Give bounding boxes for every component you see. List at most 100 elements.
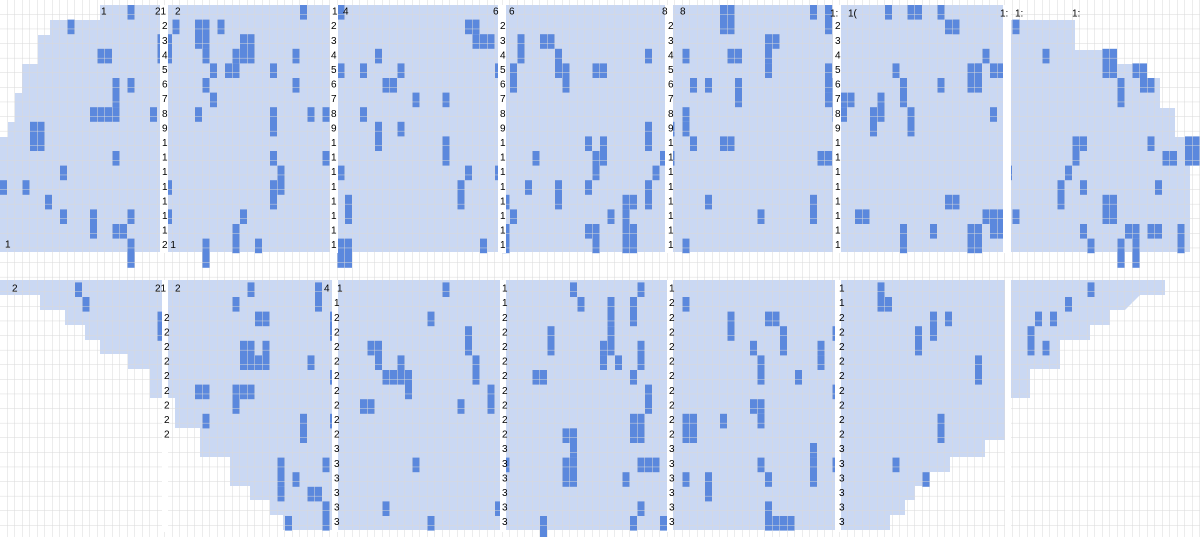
row-label: 5	[835, 65, 841, 76]
row-label: 3	[162, 36, 168, 47]
gap	[833, 5, 841, 253]
row-label: 3	[334, 473, 340, 484]
row-label: 2	[164, 357, 170, 368]
row-label: 6	[162, 80, 168, 91]
row-label: 2	[839, 371, 845, 382]
row-label: 6	[835, 80, 841, 91]
header-label: 21	[155, 284, 167, 295]
row-label: 1	[835, 226, 841, 237]
row-label: 2	[334, 357, 340, 368]
gap	[332, 280, 338, 532]
row-label: 1	[839, 284, 845, 295]
row-label: 9	[162, 123, 168, 134]
row-label: 1	[500, 226, 506, 237]
row-label: 1	[835, 138, 841, 149]
row-label: 1	[331, 167, 337, 178]
gap	[160, 5, 168, 253]
row-label: 2	[331, 21, 337, 32]
row-label: 1	[668, 196, 674, 207]
row-label: 1	[331, 226, 337, 237]
header-label: 1:	[1015, 9, 1023, 20]
row-label: 7	[331, 94, 337, 105]
row-label: 1	[162, 167, 168, 178]
row-label: 2	[164, 430, 170, 441]
row-label: 3	[502, 503, 508, 514]
row-label: 2	[502, 400, 508, 411]
labels: 1 21 2 1 4 6 6 8 8 1: 1(1: 1: 1:12 21 2 4 12345678911111…	[5, 7, 1080, 529]
row-label: 8	[162, 109, 168, 120]
header-label: 2	[12, 284, 18, 295]
row-label: 1	[162, 138, 168, 149]
row-label: 2	[502, 430, 508, 441]
row-label: 1	[668, 138, 674, 149]
row-label: 3	[839, 517, 845, 528]
row-label: 7	[835, 94, 841, 105]
row-label: 3	[669, 444, 675, 455]
row-label: 3	[502, 444, 508, 455]
row-label: 1	[668, 153, 674, 164]
header-label: 1:	[1000, 9, 1008, 20]
row-label: 9	[500, 123, 506, 134]
header-label: 4	[343, 7, 349, 18]
header-label: 1(	[848, 9, 858, 20]
row-label: 5	[500, 65, 506, 76]
gap	[162, 280, 168, 532]
header-label: 6	[493, 7, 499, 18]
row-label: 1	[500, 138, 506, 149]
header-label: 1	[332, 7, 338, 18]
row-label: 1	[331, 153, 337, 164]
gap	[1003, 5, 1011, 253]
row-label: 7	[500, 94, 506, 105]
row-label: 1	[835, 153, 841, 164]
row-label: 2	[334, 327, 340, 338]
header-label: 8	[680, 7, 686, 18]
header-label: 21	[155, 7, 167, 18]
row-label: 1	[669, 284, 675, 295]
row-label: 1	[331, 196, 337, 207]
row-label: 1	[835, 196, 841, 207]
row-label: 1	[162, 182, 168, 193]
row-label: 2	[164, 313, 170, 324]
row-label: 2	[839, 400, 845, 411]
gap	[498, 5, 506, 253]
row-label: 3	[331, 36, 337, 47]
row-label: 2	[669, 400, 675, 411]
row-label: 2	[500, 21, 506, 32]
row-label: 5	[331, 65, 337, 76]
row-label: 1	[500, 167, 506, 178]
row-label: 3	[334, 517, 340, 528]
row-label: 2	[164, 415, 170, 426]
row-label: 1	[835, 211, 841, 222]
row-label: 3	[839, 459, 845, 470]
row-label: 1	[162, 226, 168, 237]
header-label: 2	[175, 7, 181, 18]
row-label: 1	[331, 182, 337, 193]
row-label: 1	[502, 298, 508, 309]
row-label: 2	[669, 415, 675, 426]
header-label: 6	[509, 7, 515, 18]
gap	[835, 280, 841, 532]
row-label: 2	[835, 21, 841, 32]
row-label: 2	[669, 386, 675, 397]
row-label: 1	[668, 182, 674, 193]
row-label: 1	[668, 226, 674, 237]
row-label: 1	[162, 153, 168, 164]
row-label: 1	[331, 138, 337, 149]
row-label: 3	[334, 503, 340, 514]
row-label: 2	[839, 313, 845, 324]
row-label: 2	[164, 327, 170, 338]
row-label: 2	[164, 342, 170, 353]
row-label: 2	[839, 430, 845, 441]
row-label: 2	[164, 371, 170, 382]
row-label: 6	[668, 80, 674, 91]
row-label: 2	[669, 371, 675, 382]
row-label: 3	[835, 36, 841, 47]
row-label: 3	[839, 503, 845, 514]
row-label: 3	[668, 36, 674, 47]
row-label: 1	[668, 167, 674, 178]
row-label: 1	[162, 196, 168, 207]
row-label: 2	[502, 357, 508, 368]
row-label: 2	[502, 386, 508, 397]
